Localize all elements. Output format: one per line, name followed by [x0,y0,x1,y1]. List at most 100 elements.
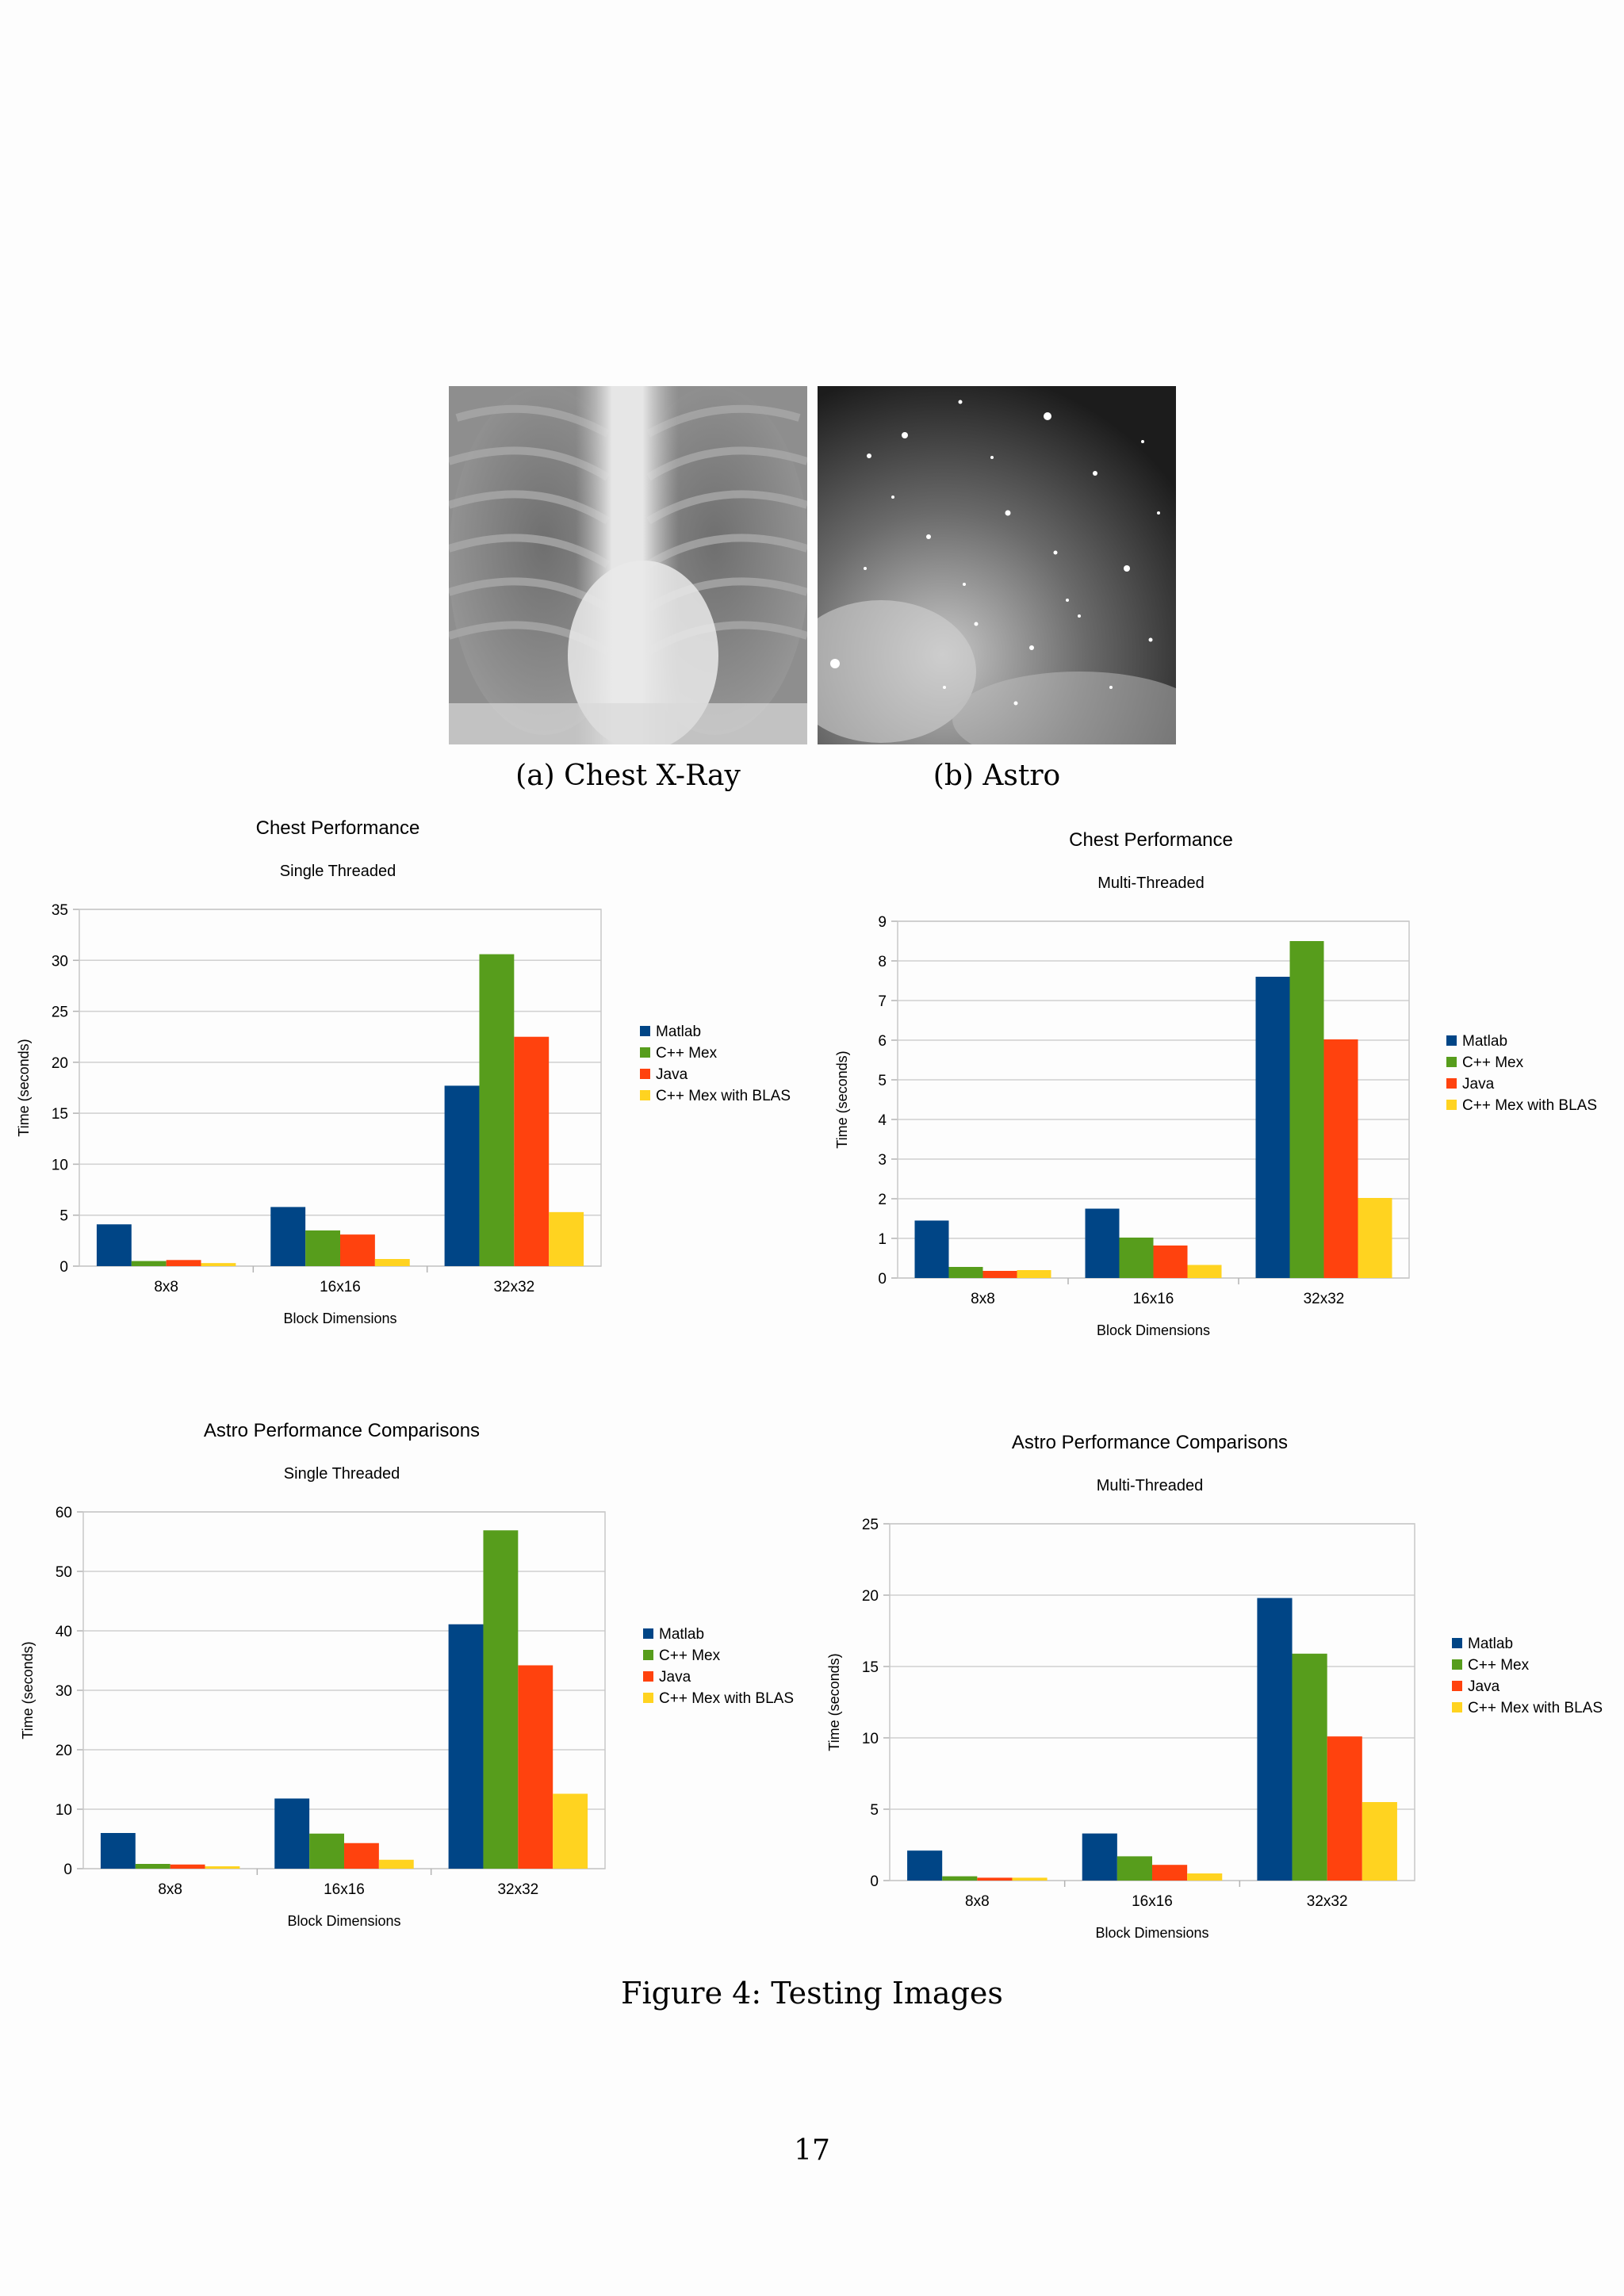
bar-java-16x16 [340,1234,375,1266]
bar-c-mex-16x16 [1119,1238,1154,1278]
y-tick-label: 0 [63,1862,72,1878]
bar-c-mex-16x16 [305,1230,340,1266]
y-tick-label: 40 [56,1624,72,1640]
page-number: 17 [794,2134,830,2167]
bar-matlab-32x32 [448,1624,484,1869]
bar-c-mex-16x16 [1116,1856,1152,1881]
legend-swatch [640,1026,650,1036]
bar-java-8x8 [170,1864,205,1869]
bar-c-mex-32x32 [483,1530,519,1869]
bar-c-mex-with-blas-8x8 [1017,1270,1051,1278]
chart-subtitle: Single Threaded [284,1465,400,1483]
y-tick-label: 30 [56,1683,72,1700]
bar-c-mex-with-blas-16x16 [1187,1873,1223,1881]
bar-matlab-32x32 [1257,1598,1293,1881]
bar-matlab-32x32 [1255,977,1290,1278]
x-tick-label: 8x8 [158,1881,182,1898]
legend-label: Matlab [1468,1636,1513,1652]
legend-swatch [643,1628,653,1639]
y-tick-label: 9 [878,914,887,931]
legend-label: Java [1468,1678,1500,1695]
bar-c-mex-with-blas-16x16 [374,1259,410,1266]
bar-java-32x32 [1323,1039,1358,1278]
bar-c-mex-32x32 [1292,1653,1327,1881]
legend-swatch [1452,1659,1462,1670]
x-tick-label: 32x32 [1307,1893,1348,1910]
y-tick-label: 25 [52,1004,68,1021]
y-tick-label: 5 [878,1073,887,1089]
legend-swatch [1446,1035,1457,1046]
y-tick-label: 0 [59,1259,68,1276]
bar-c-mex-8x8 [942,1876,978,1881]
bar-c-mex-8x8 [135,1864,170,1869]
y-tick-label: 0 [870,1873,879,1890]
y-tick-label: 5 [870,1802,879,1819]
chart-subtitle: Single Threaded [280,863,396,880]
legend-label: Matlab [1462,1033,1507,1050]
y-tick-label: 10 [56,1802,72,1819]
bar-matlab-32x32 [444,1085,480,1266]
y-tick-label: 35 [52,902,68,919]
legend-swatch [640,1090,650,1100]
legend-label: Java [1462,1076,1495,1093]
chest-xray-image [449,386,807,744]
legend-swatch [1446,1078,1457,1089]
x-tick-label: 16x16 [1132,1893,1173,1910]
legend-swatch [643,1693,653,1703]
y-tick-label: 10 [862,1731,879,1747]
bar-c-mex-16x16 [309,1833,344,1869]
legend-label: C++ Mex with BLAS [659,1690,794,1707]
bar-matlab-8x8 [907,1850,943,1881]
legend-swatch [640,1069,650,1079]
bar-matlab-16x16 [274,1798,310,1869]
y-tick-label: 30 [52,953,68,970]
bar-java-8x8 [166,1260,201,1266]
x-axis-label: Block Dimensions [1097,1322,1210,1338]
legend-label: C++ Mex [659,1647,721,1664]
chart-subtitle: Multi-Threaded [1097,1477,1204,1494]
x-tick-label: 32x32 [493,1279,534,1295]
x-tick-label: 8x8 [965,1893,990,1910]
bar-java-8x8 [977,1877,1013,1881]
bar-c-mex-with-blas-32x32 [1362,1802,1397,1881]
y-axis-label: Time (seconds) [16,1039,32,1136]
legend-swatch [640,1047,650,1058]
figure-caption: Figure 4: Testing Images [621,1976,1003,2011]
y-tick-label: 1 [878,1231,887,1248]
bar-c-mex-with-blas-8x8 [1012,1877,1048,1881]
chart-title: Astro Performance Comparisons [1012,1432,1288,1453]
bar-c-mex-with-blas-16x16 [378,1859,414,1869]
bar-c-mex-32x32 [479,954,515,1266]
legend-label: C++ Mex with BLAS [656,1088,791,1104]
y-tick-label: 3 [878,1152,887,1169]
legend-label: C++ Mex with BLAS [1462,1097,1597,1114]
bar-java-32x32 [514,1036,550,1266]
bar-java-32x32 [518,1665,553,1869]
legend-label: C++ Mex [656,1045,718,1062]
bar-matlab-16x16 [1085,1208,1120,1278]
bar-c-mex-with-blas-32x32 [553,1793,588,1869]
legend-label: Matlab [656,1024,701,1040]
y-tick-label: 20 [862,1588,879,1605]
bar-c-mex-8x8 [948,1267,983,1278]
chart-subtitle: Multi-Threaded [1097,874,1205,892]
y-tick-label: 20 [52,1055,68,1072]
bar-c-mex-with-blas-32x32 [549,1211,584,1266]
bar-java-16x16 [1153,1246,1188,1278]
legend-label: C++ Mex [1468,1657,1530,1674]
y-tick-label: 0 [878,1271,887,1288]
bar-c-mex-with-blas-32x32 [1358,1198,1392,1278]
legend-swatch [1452,1638,1462,1648]
legend-label: C++ Mex with BLAS [1468,1700,1603,1716]
x-axis-label: Block Dimensions [1095,1925,1208,1941]
y-tick-label: 2 [878,1192,887,1208]
x-tick-label: 8x8 [154,1279,178,1295]
x-axis-label: Block Dimensions [283,1311,396,1326]
bar-java-8x8 [982,1271,1017,1278]
x-tick-label: 32x32 [497,1881,538,1898]
x-axis-label: Block Dimensions [287,1913,400,1929]
y-axis-label: Time (seconds) [20,1641,36,1739]
chart-title: Astro Performance Comparisons [204,1420,480,1441]
bar-matlab-16x16 [270,1207,306,1266]
bar-matlab-8x8 [100,1833,136,1869]
